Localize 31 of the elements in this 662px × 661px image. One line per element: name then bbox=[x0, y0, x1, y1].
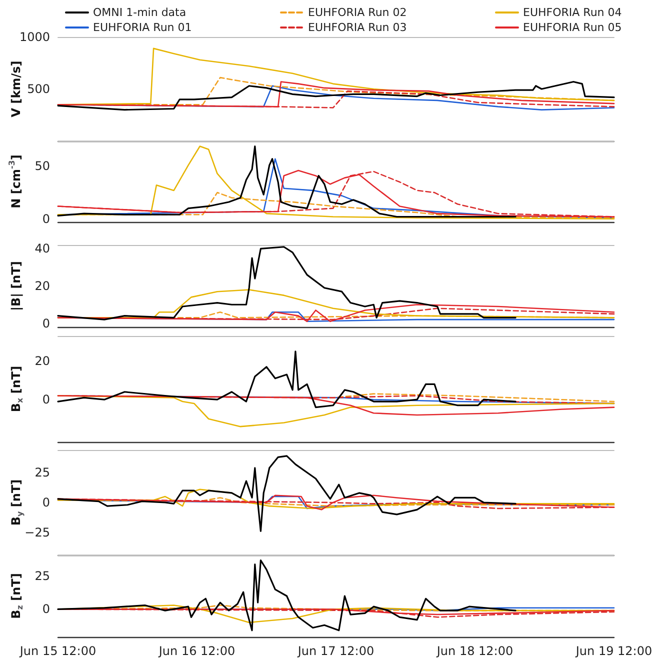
y-tick-label: 0 bbox=[42, 316, 50, 330]
y-tick-label: 20 bbox=[34, 354, 50, 368]
legend-label: EUHFORIA Run 01 bbox=[93, 21, 192, 34]
x-tick-label: Jun 16 12:00 bbox=[158, 644, 236, 658]
legend-label: OMNI 1-min data bbox=[93, 6, 186, 19]
legend-label: EUHFORIA Run 02 bbox=[308, 6, 407, 19]
x-tick-label: Jun 19 12:00 bbox=[574, 644, 652, 658]
y-axis-title: Bx [nT] bbox=[9, 366, 24, 412]
y-tick-label: 0 bbox=[42, 212, 50, 226]
legend-label: EUHFORIA Run 05 bbox=[523, 21, 622, 34]
y-axis-title: N [cm-3] bbox=[8, 154, 23, 208]
y-tick-label: 0 bbox=[42, 602, 50, 616]
y-axis-title: |B| [nT] bbox=[9, 261, 23, 311]
x-tick-label: Jun 18 12:00 bbox=[436, 644, 514, 658]
y-tick-label: 20 bbox=[34, 279, 50, 293]
y-tick-label: 50 bbox=[34, 159, 50, 174]
y-axis-title: Bz [nT] bbox=[9, 573, 24, 619]
x-tick-label: Jun 17 12:00 bbox=[296, 644, 374, 658]
legend-label: EUHFORIA Run 03 bbox=[308, 21, 407, 34]
y-tick-label: 0 bbox=[42, 392, 50, 407]
y-tick-label: 500 bbox=[27, 82, 50, 96]
y-tick-label: 25 bbox=[34, 466, 50, 480]
y-axis-title: By [nT] bbox=[9, 479, 24, 526]
legend-label: EUHFORIA Run 04 bbox=[523, 6, 622, 19]
y-axis-title: V [km/s] bbox=[9, 60, 23, 118]
y-tick-label: 0 bbox=[42, 496, 50, 510]
x-tick-label: Jun 15 12:00 bbox=[18, 644, 96, 658]
y-tick-label: 1000 bbox=[19, 30, 50, 44]
y-tick-label: 40 bbox=[34, 242, 50, 256]
y-tick-label: −25 bbox=[24, 525, 50, 540]
y-tick-label: 25 bbox=[34, 569, 50, 584]
